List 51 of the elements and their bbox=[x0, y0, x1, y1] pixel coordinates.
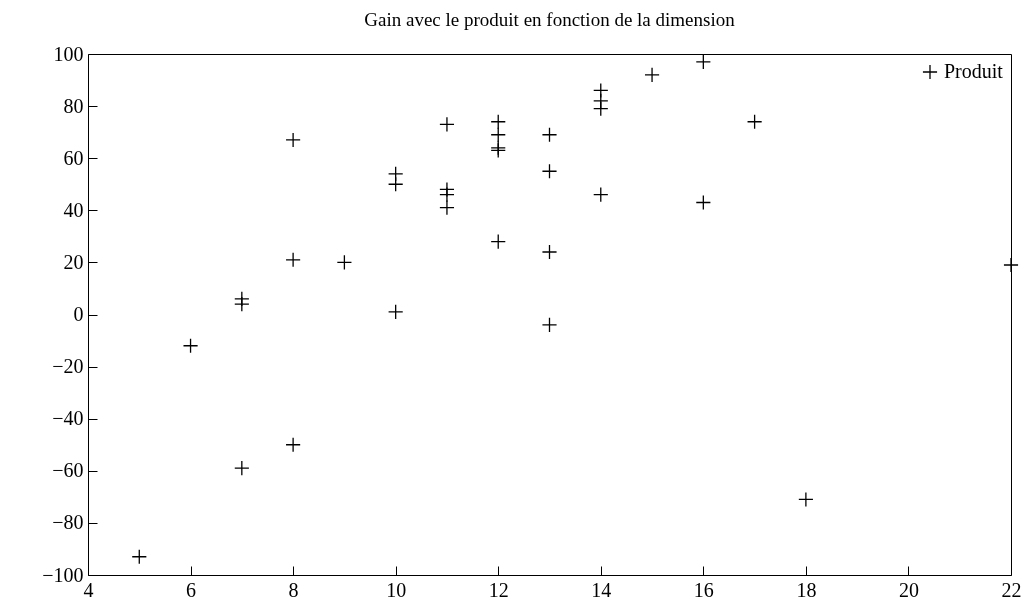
point bbox=[336, 254, 353, 271]
point bbox=[593, 100, 609, 117]
y-tick-label: 20 bbox=[63, 250, 84, 273]
point bbox=[746, 114, 763, 130]
point bbox=[644, 67, 660, 83]
point bbox=[234, 460, 250, 476]
x-tick-label: 12 bbox=[488, 578, 509, 601]
point bbox=[285, 132, 301, 148]
y-tick-label: −20 bbox=[52, 355, 84, 378]
y-tick-label: 0 bbox=[73, 303, 84, 325]
point bbox=[490, 127, 506, 143]
x-tick-label: 8 bbox=[288, 578, 299, 601]
legend-label: Produit bbox=[944, 60, 1004, 82]
point bbox=[490, 233, 506, 250]
y-tick-label: −80 bbox=[52, 511, 84, 534]
point bbox=[695, 194, 712, 211]
chart-title: Gain avec le produit en fonction de la dimension bbox=[364, 9, 736, 30]
point bbox=[439, 186, 455, 203]
point bbox=[541, 163, 558, 179]
point bbox=[798, 491, 814, 508]
point bbox=[593, 186, 609, 203]
x-tick-label: 14 bbox=[591, 578, 612, 601]
point bbox=[1003, 257, 1019, 273]
y-tick-label: 40 bbox=[63, 198, 84, 221]
x-tick-label: 22 bbox=[1001, 578, 1022, 601]
point bbox=[387, 176, 404, 192]
x-tick-label: 18 bbox=[796, 578, 817, 601]
y-tick-label: −100 bbox=[42, 563, 84, 586]
point bbox=[541, 244, 558, 260]
point bbox=[541, 127, 558, 143]
y-tick-label: 80 bbox=[63, 94, 84, 117]
x-tick-label: 16 bbox=[693, 578, 714, 601]
point bbox=[439, 199, 455, 216]
x-tick-label: 6 bbox=[186, 578, 197, 601]
y-tick-label: 100 bbox=[53, 42, 84, 65]
point bbox=[490, 114, 506, 130]
y-tick-label: −60 bbox=[52, 459, 84, 482]
x-tick-label: 4 bbox=[83, 578, 94, 601]
point bbox=[387, 304, 404, 320]
x-tick-label: 10 bbox=[386, 578, 407, 601]
point bbox=[234, 296, 250, 312]
y-tick-label: 60 bbox=[63, 146, 84, 169]
point bbox=[131, 549, 147, 565]
y-tick-label: −40 bbox=[52, 407, 84, 430]
point bbox=[541, 317, 558, 333]
point bbox=[695, 54, 712, 70]
point bbox=[285, 252, 301, 268]
point bbox=[182, 338, 199, 354]
point bbox=[285, 437, 301, 453]
x-tick-label: 20 bbox=[898, 578, 919, 601]
point bbox=[439, 116, 455, 133]
